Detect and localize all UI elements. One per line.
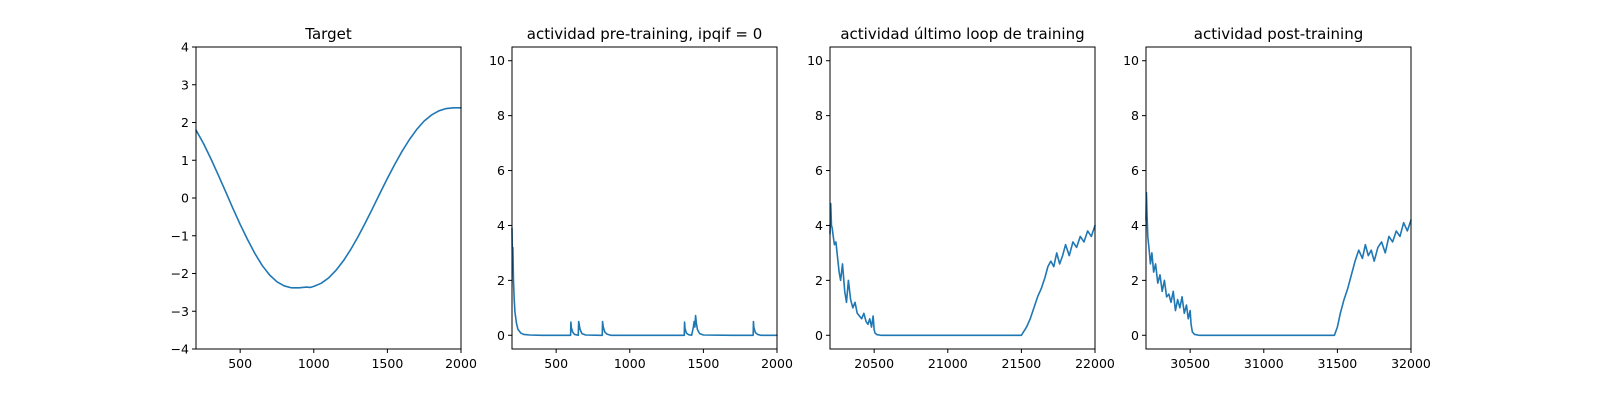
x-tick-label: 30500 xyxy=(1170,356,1210,371)
x-tick-label: 1000 xyxy=(298,356,330,371)
y-tick-label: 2 xyxy=(181,115,189,130)
y-tick-label: 2 xyxy=(1131,273,1139,288)
axes-frame xyxy=(511,46,778,350)
x-tick-label: 32000 xyxy=(1391,356,1431,371)
axes-frame xyxy=(195,46,462,350)
chart-title: actividad pre-training, ipqif = 0 xyxy=(527,25,763,43)
y-tick-label: −4 xyxy=(171,342,189,357)
x-tick-label: 500 xyxy=(544,356,568,371)
series-line-1 xyxy=(829,202,1096,337)
chart-title: actividad post-training xyxy=(1194,25,1363,43)
y-tick-label: 0 xyxy=(815,328,823,343)
chart-title: actividad último loop de training xyxy=(840,25,1084,43)
x-tick-label: 22000 xyxy=(1075,356,1115,371)
x-tick-label: 21500 xyxy=(1002,356,1042,371)
subplot-1: Target 500 1000 1500 2000 −4 −3 −2 −1 0 1 2 3 4 xyxy=(171,25,477,371)
x-tick-label: 21000 xyxy=(928,356,968,371)
y-tick-label: 10 xyxy=(1123,53,1139,68)
y-tick-label: −1 xyxy=(171,228,189,243)
subplot-2: actividad pre-training, ipqif = 0 500 1000… xyxy=(489,25,793,371)
y-tick-label: 2 xyxy=(497,273,505,288)
y-tick-label: 10 xyxy=(807,53,823,68)
y-tick-label: 6 xyxy=(497,163,505,178)
y-tick-label: 3 xyxy=(181,77,189,92)
y-tick-label: 2 xyxy=(815,273,823,288)
axes-frame xyxy=(829,46,1096,350)
y-tick-label: 0 xyxy=(497,328,505,343)
y-tick-label: 6 xyxy=(1131,163,1139,178)
y-tick-label: −3 xyxy=(171,304,189,319)
x-tick-label: 2000 xyxy=(445,356,477,371)
y-tick-label: 8 xyxy=(815,108,823,123)
chart-title: Target xyxy=(304,25,352,43)
x-tick-label: 500 xyxy=(228,356,252,371)
x-tick-label: 1500 xyxy=(687,356,719,371)
x-tick-label: 31000 xyxy=(1244,356,1284,371)
y-tick-label: −2 xyxy=(171,266,189,281)
y-tick-label: 4 xyxy=(497,218,505,233)
series-line-1 xyxy=(1145,191,1412,337)
y-tick-label: 4 xyxy=(1131,218,1139,233)
y-tick-label: 4 xyxy=(815,218,823,233)
subplot-4: actividad post-training 30500 31000 31500 32… xyxy=(1123,25,1431,371)
y-tick-label: 10 xyxy=(489,53,505,68)
y-tick-label: 1 xyxy=(181,153,189,168)
x-tick-label: 1000 xyxy=(614,356,646,371)
x-tick-label: 2000 xyxy=(761,356,793,371)
y-tick-label: 0 xyxy=(1131,328,1139,343)
series-line-1 xyxy=(511,227,778,337)
x-tick-label: 1500 xyxy=(371,356,403,371)
x-tick-label: 31500 xyxy=(1318,356,1358,371)
y-tick-label: 6 xyxy=(815,163,823,178)
y-tick-label: 0 xyxy=(181,191,189,206)
series-line-1 xyxy=(195,106,462,289)
x-tick-label: 20500 xyxy=(854,356,894,371)
y-tick-label: 8 xyxy=(1131,108,1139,123)
y-tick-label: 4 xyxy=(181,40,189,55)
y-tick-label: 8 xyxy=(497,108,505,123)
axes-frame xyxy=(1145,46,1412,350)
